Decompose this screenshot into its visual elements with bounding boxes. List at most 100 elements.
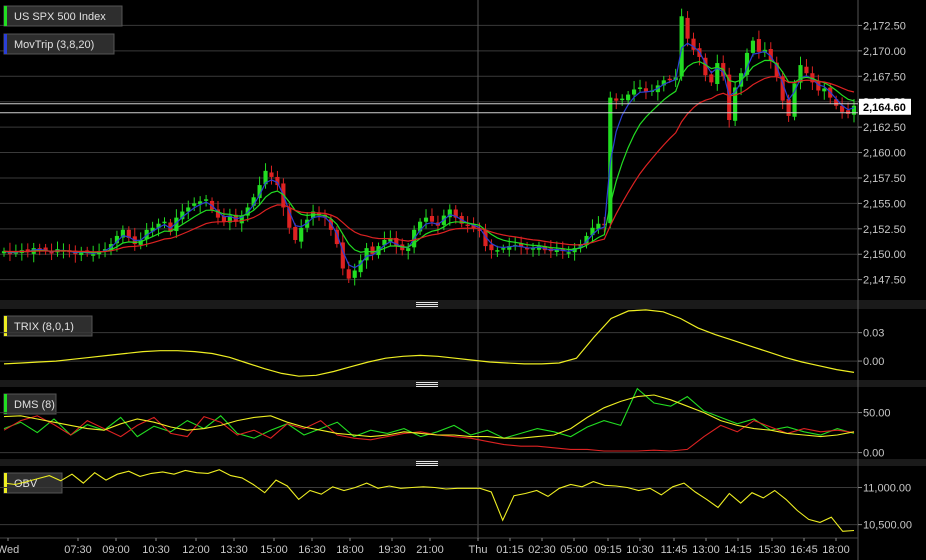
candle [239, 215, 244, 224]
candle [352, 270, 357, 278]
candle [851, 105, 857, 115]
trix-legend-swatch [4, 316, 7, 336]
x-tick-label: 13:30 [220, 544, 248, 556]
candle [495, 250, 500, 252]
candle [423, 217, 429, 222]
y-tick-label: 2,155.00 [863, 198, 906, 210]
candle [637, 87, 643, 89]
candle [447, 209, 452, 218]
candle [614, 98, 619, 101]
candle [316, 212, 322, 216]
x-tick-label: 07:30 [64, 544, 92, 556]
candle [566, 252, 571, 254]
separator-grip-icon [416, 465, 438, 466]
candle [79, 251, 84, 256]
candle [49, 252, 54, 254]
x-tick-label: 10:30 [626, 544, 654, 556]
candle [584, 235, 589, 245]
x-tick-label: 15:30 [758, 544, 786, 556]
separator-grip-icon [416, 461, 438, 462]
obv-legend: OBV [14, 478, 38, 490]
candle [257, 185, 262, 199]
y-tick-label: 50.00 [863, 408, 891, 420]
x-tick-label: Wed [0, 544, 19, 556]
candle [620, 98, 625, 101]
candle [168, 222, 173, 232]
candle [174, 217, 179, 232]
candle [233, 214, 238, 222]
y-tick-label: 2,160.00 [863, 148, 906, 160]
candle [186, 207, 191, 212]
movtrip-legend-swatch [4, 34, 7, 54]
y-tick-label: 2,150.00 [863, 249, 906, 261]
candle [192, 203, 197, 206]
candle [792, 83, 797, 117]
candle [287, 208, 292, 228]
separator-grip-icon [416, 382, 438, 383]
candle [221, 216, 227, 222]
candle [626, 94, 631, 101]
candle [91, 254, 96, 256]
candle [418, 221, 423, 232]
candle [465, 224, 470, 227]
y-tick-label: 2,147.50 [863, 275, 906, 287]
candle [750, 40, 756, 53]
candle [477, 229, 482, 231]
candle [227, 215, 232, 223]
candle [774, 62, 779, 77]
candle [1, 251, 7, 254]
candle [138, 240, 143, 245]
y-tick-label: 11,000.00 [863, 483, 911, 495]
candle [786, 99, 791, 116]
last-price-label: 2,164.60 [863, 102, 906, 114]
x-tick-label: Thu [469, 544, 488, 556]
x-tick-label: 05:00 [560, 544, 588, 556]
candle [703, 57, 708, 76]
candle [685, 17, 690, 39]
candle [822, 88, 827, 92]
candle [590, 227, 595, 236]
candle [661, 80, 666, 86]
candle [768, 49, 773, 62]
ma-fast-line [3, 42, 855, 269]
candle [322, 214, 328, 218]
candle [346, 269, 351, 279]
candle [519, 243, 524, 248]
x-tick-label: 10:30 [142, 544, 170, 556]
dms-adx-line [3, 394, 855, 439]
candle [816, 80, 821, 91]
candle [406, 248, 411, 251]
last-price-tag [859, 98, 911, 115]
candle [102, 249, 108, 251]
x-tick-label: 09:15 [594, 544, 622, 556]
candle [507, 246, 512, 250]
y-tick-label: 0.00 [863, 448, 884, 460]
candle [780, 76, 785, 101]
ma-slow-line [3, 76, 855, 253]
x-tick-label: 16:30 [298, 544, 326, 556]
candle [798, 65, 803, 83]
x-tick-label: 09:00 [102, 544, 130, 556]
candle [120, 229, 125, 238]
y-tick-label: 10,500.00 [863, 520, 912, 532]
x-tick-label: 16:45 [790, 544, 818, 556]
candle [334, 229, 339, 245]
x-tick-label: 21:00 [416, 544, 444, 556]
x-tick-label: 18:00 [822, 544, 850, 556]
candle [804, 66, 809, 74]
candle [198, 201, 203, 205]
dms-legend-swatch [4, 394, 7, 414]
candle [275, 176, 280, 186]
candle [156, 223, 161, 228]
candle [596, 223, 601, 230]
candle [263, 170, 268, 185]
y-tick-label: 2,172.50 [863, 20, 906, 32]
candle [709, 74, 714, 83]
candle [370, 246, 375, 255]
candle [358, 260, 363, 273]
candle [554, 249, 559, 252]
candle [37, 248, 42, 250]
x-tick-label: 19:30 [378, 544, 406, 556]
x-tick-label: 13:00 [692, 544, 720, 556]
candle [471, 224, 476, 228]
